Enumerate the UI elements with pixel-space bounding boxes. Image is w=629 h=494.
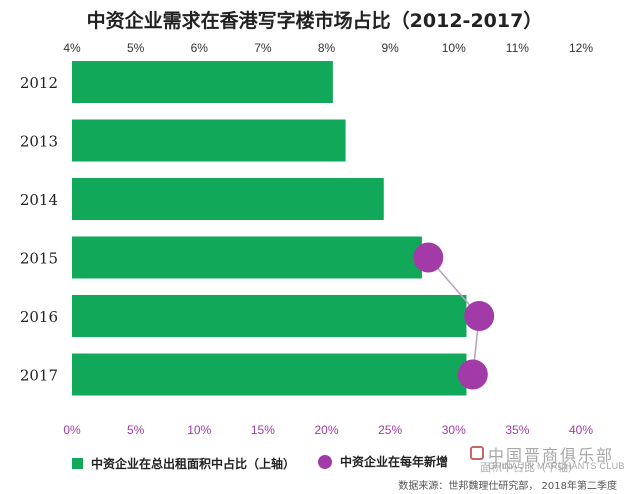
bottom-axis-tick-label: 10% [187, 423, 211, 437]
bottom-axis-tick-label: 40% [569, 423, 593, 437]
bar [72, 178, 384, 220]
legend-swatch-dot [318, 454, 332, 469]
bar [72, 61, 333, 103]
top-axis-tick-label: 12% [569, 41, 593, 55]
category-label: 2014 [20, 191, 58, 209]
dot-point [464, 301, 495, 331]
legend-item-dot: 中资企业在每年新增 [318, 453, 448, 470]
legend: 中资企业在总出租面积中占比（上轴） 中资企业在每年新增 [72, 453, 602, 473]
top-axis-tick-label: 4% [63, 41, 81, 55]
category-label: 2017 [20, 367, 58, 385]
top-axis-tick-label: 8% [318, 41, 336, 55]
category-label: 2013 [20, 133, 58, 151]
top-axis-tick-label: 11% [506, 41, 529, 55]
top-axis-tick-label: 5% [127, 41, 145, 55]
top-axis-tick-label: 9% [381, 41, 399, 55]
bar [72, 119, 346, 162]
bar [72, 236, 422, 279]
top-axis-tick-label: 7% [254, 41, 272, 55]
bottom-axis-tick-label: 25% [378, 423, 402, 437]
bottom-axis-tick-label: 30% [442, 423, 466, 437]
top-axis-tick-label: 6% [191, 41, 209, 55]
bottom-axis-tick-label: 5% [127, 423, 145, 437]
category-label: 2016 [20, 308, 58, 326]
bar [72, 353, 467, 396]
watermark-overlay-text: 面积中占比（下轴） [480, 461, 579, 474]
category-label: 2015 [20, 250, 58, 268]
bottom-axis-tick-label: 35% [505, 423, 529, 437]
legend-item-bar: 中资企业在总出租面积中占比（上轴） [72, 455, 295, 472]
bottom-axis-tick-label: 0% [63, 423, 81, 437]
dot-point [413, 242, 444, 273]
source-note: 数据来源：世邦魏理仕研究部， 2018年第二季度 [398, 481, 617, 492]
chart-title: 中资企业需求在香港写字楼市场占比（2012-2017） [86, 10, 543, 32]
dot-point [457, 359, 488, 390]
legend-label-bar: 中资企业在总出租面积中占比（上轴） [91, 457, 296, 471]
legend-swatch-bar [72, 458, 83, 469]
top-axis-tick-label: 10% [442, 41, 466, 55]
category-label: 2012 [20, 74, 58, 92]
legend-label-dot: 中资企业在每年新增 [340, 455, 449, 469]
bar [72, 295, 467, 337]
bottom-axis-tick-label: 15% [251, 423, 275, 437]
bottom-axis-tick-label: 20% [314, 423, 338, 437]
